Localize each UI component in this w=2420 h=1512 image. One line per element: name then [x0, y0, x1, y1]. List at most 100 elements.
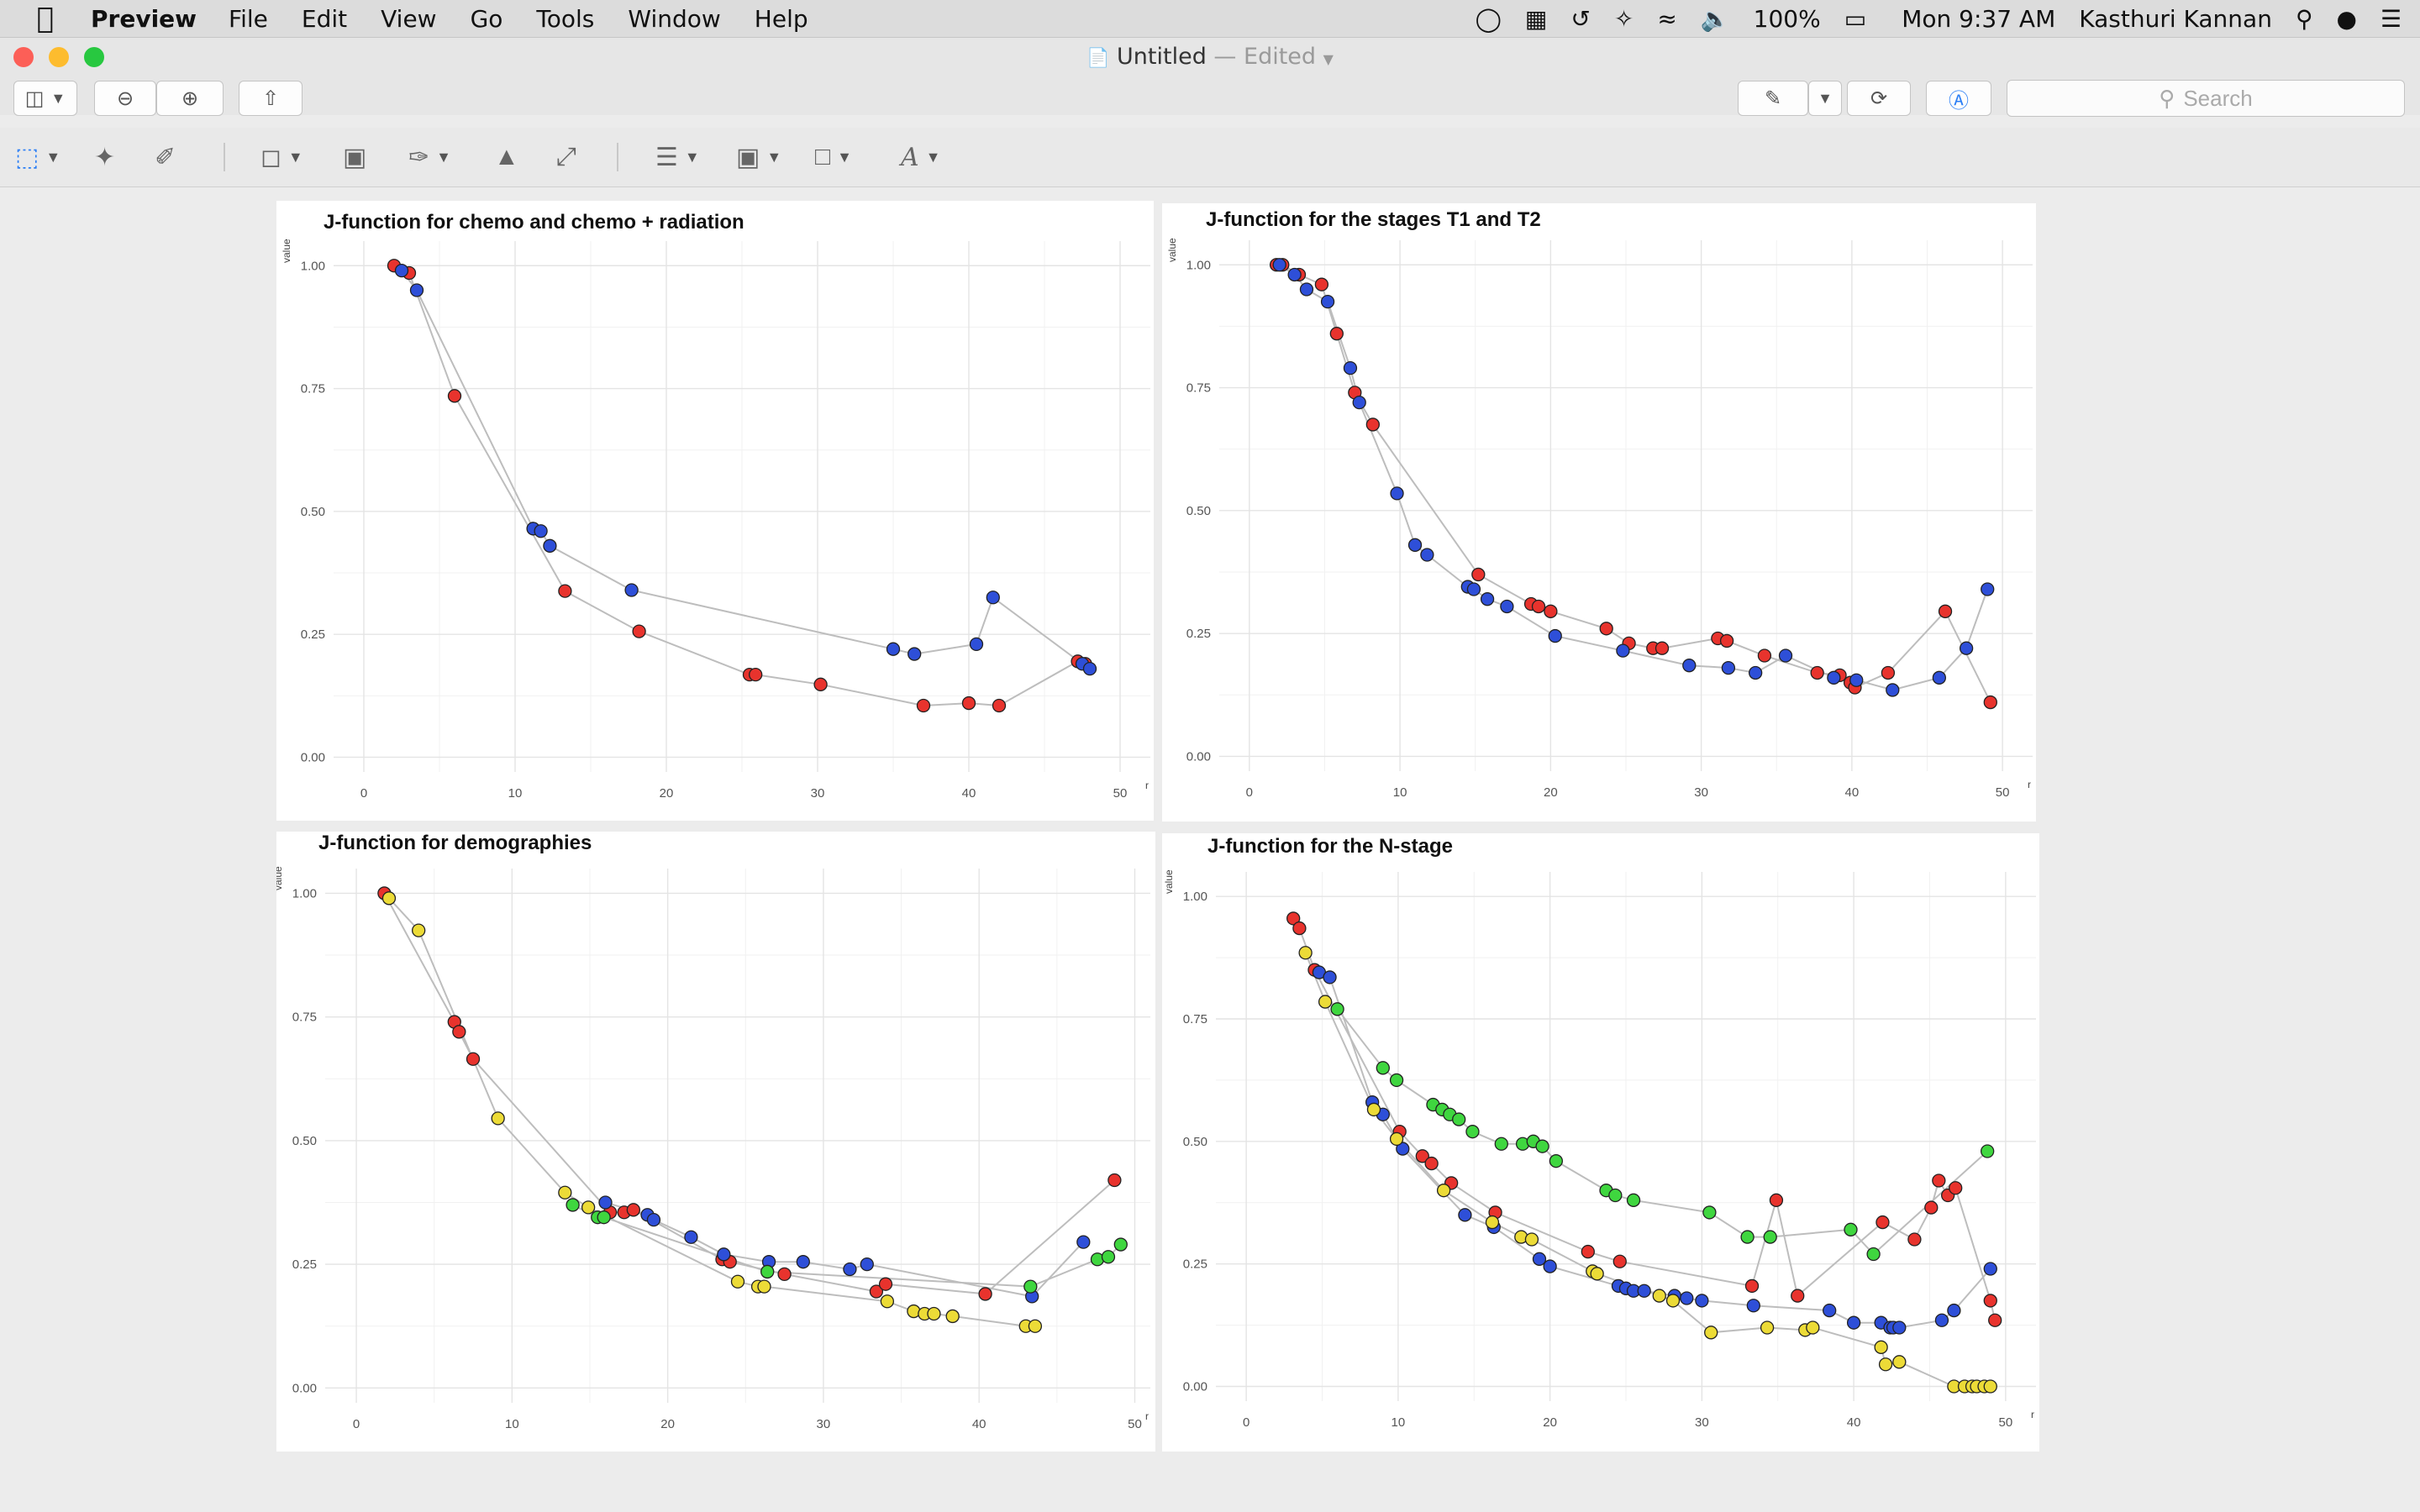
adjust-color-icon: ▲: [494, 143, 519, 171]
data-point: [1769, 1193, 1784, 1207]
sketch-button[interactable]: ✐: [155, 141, 176, 173]
data-point: [1721, 660, 1736, 675]
y-axis-label: value: [281, 239, 292, 263]
shapes-icon: ◻: [260, 143, 281, 171]
data-point: [1590, 1267, 1604, 1281]
series-line: [388, 897, 1035, 1327]
chart-title: J-function for demographies: [318, 832, 592, 854]
data-point: [1023, 1279, 1038, 1294]
highlight-button[interactable]: ✎: [1738, 81, 1808, 116]
data-point: [1101, 1250, 1116, 1264]
data-point: [543, 538, 557, 553]
chart-title: J-function for the N-stage: [1207, 835, 1453, 858]
data-point: [1626, 1193, 1641, 1207]
highlight-menu-button[interactable]: ▼: [1808, 81, 1842, 116]
dictation-icon[interactable]: ▦: [1524, 4, 1548, 33]
sidebar-view-button[interactable]: ◫ ▼: [13, 81, 77, 116]
chevron-down-icon: ▼: [287, 148, 303, 165]
close-window-button[interactable]: [13, 47, 34, 67]
menu-window[interactable]: Window: [628, 4, 721, 33]
creative-cloud-icon[interactable]: ◯: [1475, 4, 1502, 33]
data-point: [1500, 599, 1514, 614]
zoom-out-button[interactable]: ⊖: [94, 81, 156, 116]
series-line: [383, 892, 1116, 1295]
selection-tool-button[interactable]: ⬚ ▼: [15, 141, 60, 173]
data-point: [1352, 395, 1366, 410]
data-point: [412, 923, 426, 937]
data-point: [624, 583, 639, 597]
battery-percent[interactable]: 100%: [1753, 4, 1821, 33]
menu-tools[interactable]: Tools: [536, 4, 595, 33]
markup-toolbar-button[interactable]: Ⓐ: [1926, 81, 1991, 116]
notification-center-icon[interactable]: ☰: [2380, 4, 2402, 33]
shapes-button[interactable]: ◻ ▼: [260, 141, 303, 173]
data-point: [978, 1287, 992, 1301]
data-point: [598, 1195, 613, 1210]
markup-toolbar: [0, 128, 2420, 187]
fill-color-button[interactable]: □ ▼: [815, 141, 852, 173]
volume-icon[interactable]: 🔈: [1700, 4, 1730, 33]
data-point: [1981, 1144, 1995, 1158]
time-machine-icon[interactable]: ↺: [1570, 4, 1591, 33]
chart-panel-n-stage: J-function for the N-stage 0 10 20 30 40 50 0.…: [1162, 833, 2039, 1452]
data-point: [1757, 648, 1772, 663]
chevron-down-icon[interactable]: ▼: [1323, 51, 1334, 67]
siri-icon[interactable]: ●: [2336, 4, 2357, 33]
zoom-window-button[interactable]: [84, 47, 104, 67]
shape-style-button[interactable]: ☰ ▼: [655, 141, 700, 173]
chart-plot: 0 10 20 30 40 50 0.00 0.25 0.50 0.75 1.00 value r: [1166, 238, 2033, 800]
data-point: [1844, 1222, 1858, 1236]
text-button[interactable]: ▣: [343, 141, 366, 173]
battery-icon[interactable]: ▭: [1844, 4, 1867, 33]
chevron-down-icon: ▼: [436, 148, 451, 165]
data-point: [491, 1111, 505, 1126]
data-point: [869, 1284, 884, 1299]
data-point: [1608, 1188, 1623, 1203]
menu-view[interactable]: View: [381, 4, 437, 33]
share-button[interactable]: ⇧: [239, 81, 302, 116]
data-point: [1471, 567, 1486, 582]
data-point: [466, 1052, 481, 1066]
wifi-icon[interactable]: ≈: [1657, 4, 1677, 33]
menu-edit[interactable]: Edit: [301, 4, 348, 33]
x-axis-label: r: [2031, 1409, 2034, 1420]
x-tick-label: 40: [972, 1417, 986, 1431]
app-menu[interactable]: Preview: [91, 4, 197, 33]
clock[interactable]: Mon 9:37 AM: [1902, 4, 2056, 33]
bluetooth-icon[interactable]: ✧: [1613, 4, 1634, 33]
y-tick-label: 0.75: [1186, 381, 1211, 396]
data-point: [992, 698, 1007, 713]
window-title[interactable]: 📄 Untitled — Edited ▼: [0, 44, 2420, 70]
menu-help[interactable]: Help: [754, 4, 808, 33]
y-tick-label: 0.75: [292, 1011, 317, 1025]
adjust-color-button[interactable]: ▲: [494, 141, 519, 173]
data-point: [1878, 1357, 1893, 1372]
adjust-size-button[interactable]: ⤢: [556, 141, 576, 173]
y-tick-label: 0.75: [301, 382, 325, 396]
sign-button[interactable]: ✑ ▼: [408, 141, 451, 173]
spotlight-search-icon[interactable]: ⚲: [2295, 4, 2313, 33]
data-point: [1806, 1320, 1820, 1335]
instant-alpha-button[interactable]: ✦: [94, 141, 115, 173]
data-point: [1548, 628, 1562, 643]
border-color-button[interactable]: ▣ ▼: [736, 141, 781, 173]
rotate-button[interactable]: ⟳: [1847, 81, 1911, 116]
data-point: [1494, 1137, 1508, 1151]
text-style-button[interactable]: A ▼: [901, 141, 941, 173]
zoom-in-button[interactable]: ⊕: [156, 81, 224, 116]
menu-file[interactable]: File: [229, 4, 268, 33]
apple-menu-icon[interactable]: : [20, 2, 71, 35]
data-point: [777, 1267, 792, 1282]
minimize-window-button[interactable]: [49, 47, 69, 67]
user-name[interactable]: Kasthuri Kannan: [2079, 4, 2272, 33]
data-point: [1028, 1319, 1043, 1333]
data-point: [1949, 1181, 1963, 1195]
toolbar-divider: [224, 143, 225, 171]
x-tick-label: 50: [1999, 1415, 2013, 1430]
data-point: [1287, 267, 1302, 282]
x-tick-label: 20: [1543, 1415, 1557, 1430]
data-point: [1531, 599, 1546, 614]
data-point: [1076, 1235, 1091, 1249]
search-field[interactable]: ⚲ Search: [2007, 80, 2405, 117]
menu-go[interactable]: Go: [470, 4, 503, 33]
